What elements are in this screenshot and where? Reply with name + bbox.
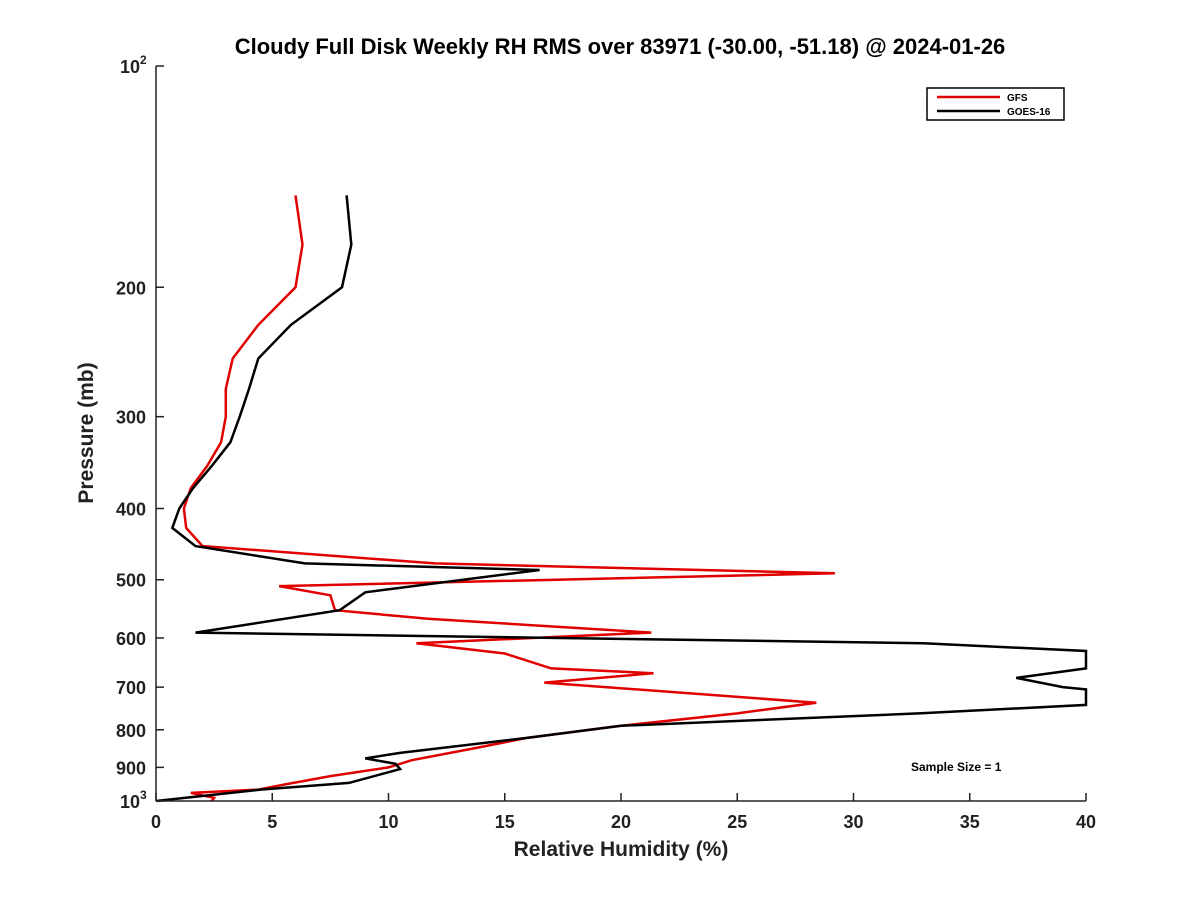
- y-tick-label: 10: [120, 57, 140, 77]
- legend-entry-goes16: GOES-16: [1007, 107, 1051, 118]
- series-group: [155, 195, 1088, 803]
- series-line-goes-16: [155, 195, 1088, 803]
- x-tick-label: 30: [843, 812, 863, 832]
- sample-size-annotation: Sample Size = 1: [911, 760, 1002, 774]
- y-tick-exponent: 3: [140, 788, 147, 802]
- y-tick-label: 200: [116, 278, 146, 298]
- x-tick-label: 0: [151, 812, 161, 832]
- y-tick-label: 800: [116, 721, 146, 741]
- legend: GFS GOES-16: [926, 87, 1065, 121]
- legend-entry-gfs: GFS: [1007, 93, 1028, 104]
- legend-box: [926, 87, 1065, 121]
- y-tick-label: 500: [116, 571, 146, 591]
- x-axis-label: Relative Humidity (%): [514, 838, 729, 861]
- y-tick-label: 900: [116, 758, 146, 778]
- y-tick-label: 10: [120, 792, 140, 812]
- y-tick-label: 700: [116, 678, 146, 698]
- x-tick-label: 10: [378, 812, 398, 832]
- y-tick-label: 600: [116, 629, 146, 649]
- chart-title: Cloudy Full Disk Weekly RH RMS over 8397…: [235, 34, 1006, 59]
- y-tick-label: 400: [116, 500, 146, 520]
- x-tick-label: 25: [727, 812, 747, 832]
- series-line-gfs: [182, 195, 835, 802]
- y-tick-exponent: 2: [140, 53, 147, 67]
- x-ticks: 0 5 10 15 20 25 30 35 40: [151, 793, 1096, 832]
- y-tick-label: 300: [116, 408, 146, 428]
- x-tick-label: 5: [267, 812, 277, 832]
- x-tick-label: 15: [495, 812, 515, 832]
- x-tick-label: 40: [1076, 812, 1096, 832]
- x-tick-label: 35: [960, 812, 980, 832]
- y-axis-label: Pressure (mb): [75, 362, 98, 503]
- x-tick-label: 20: [611, 812, 631, 832]
